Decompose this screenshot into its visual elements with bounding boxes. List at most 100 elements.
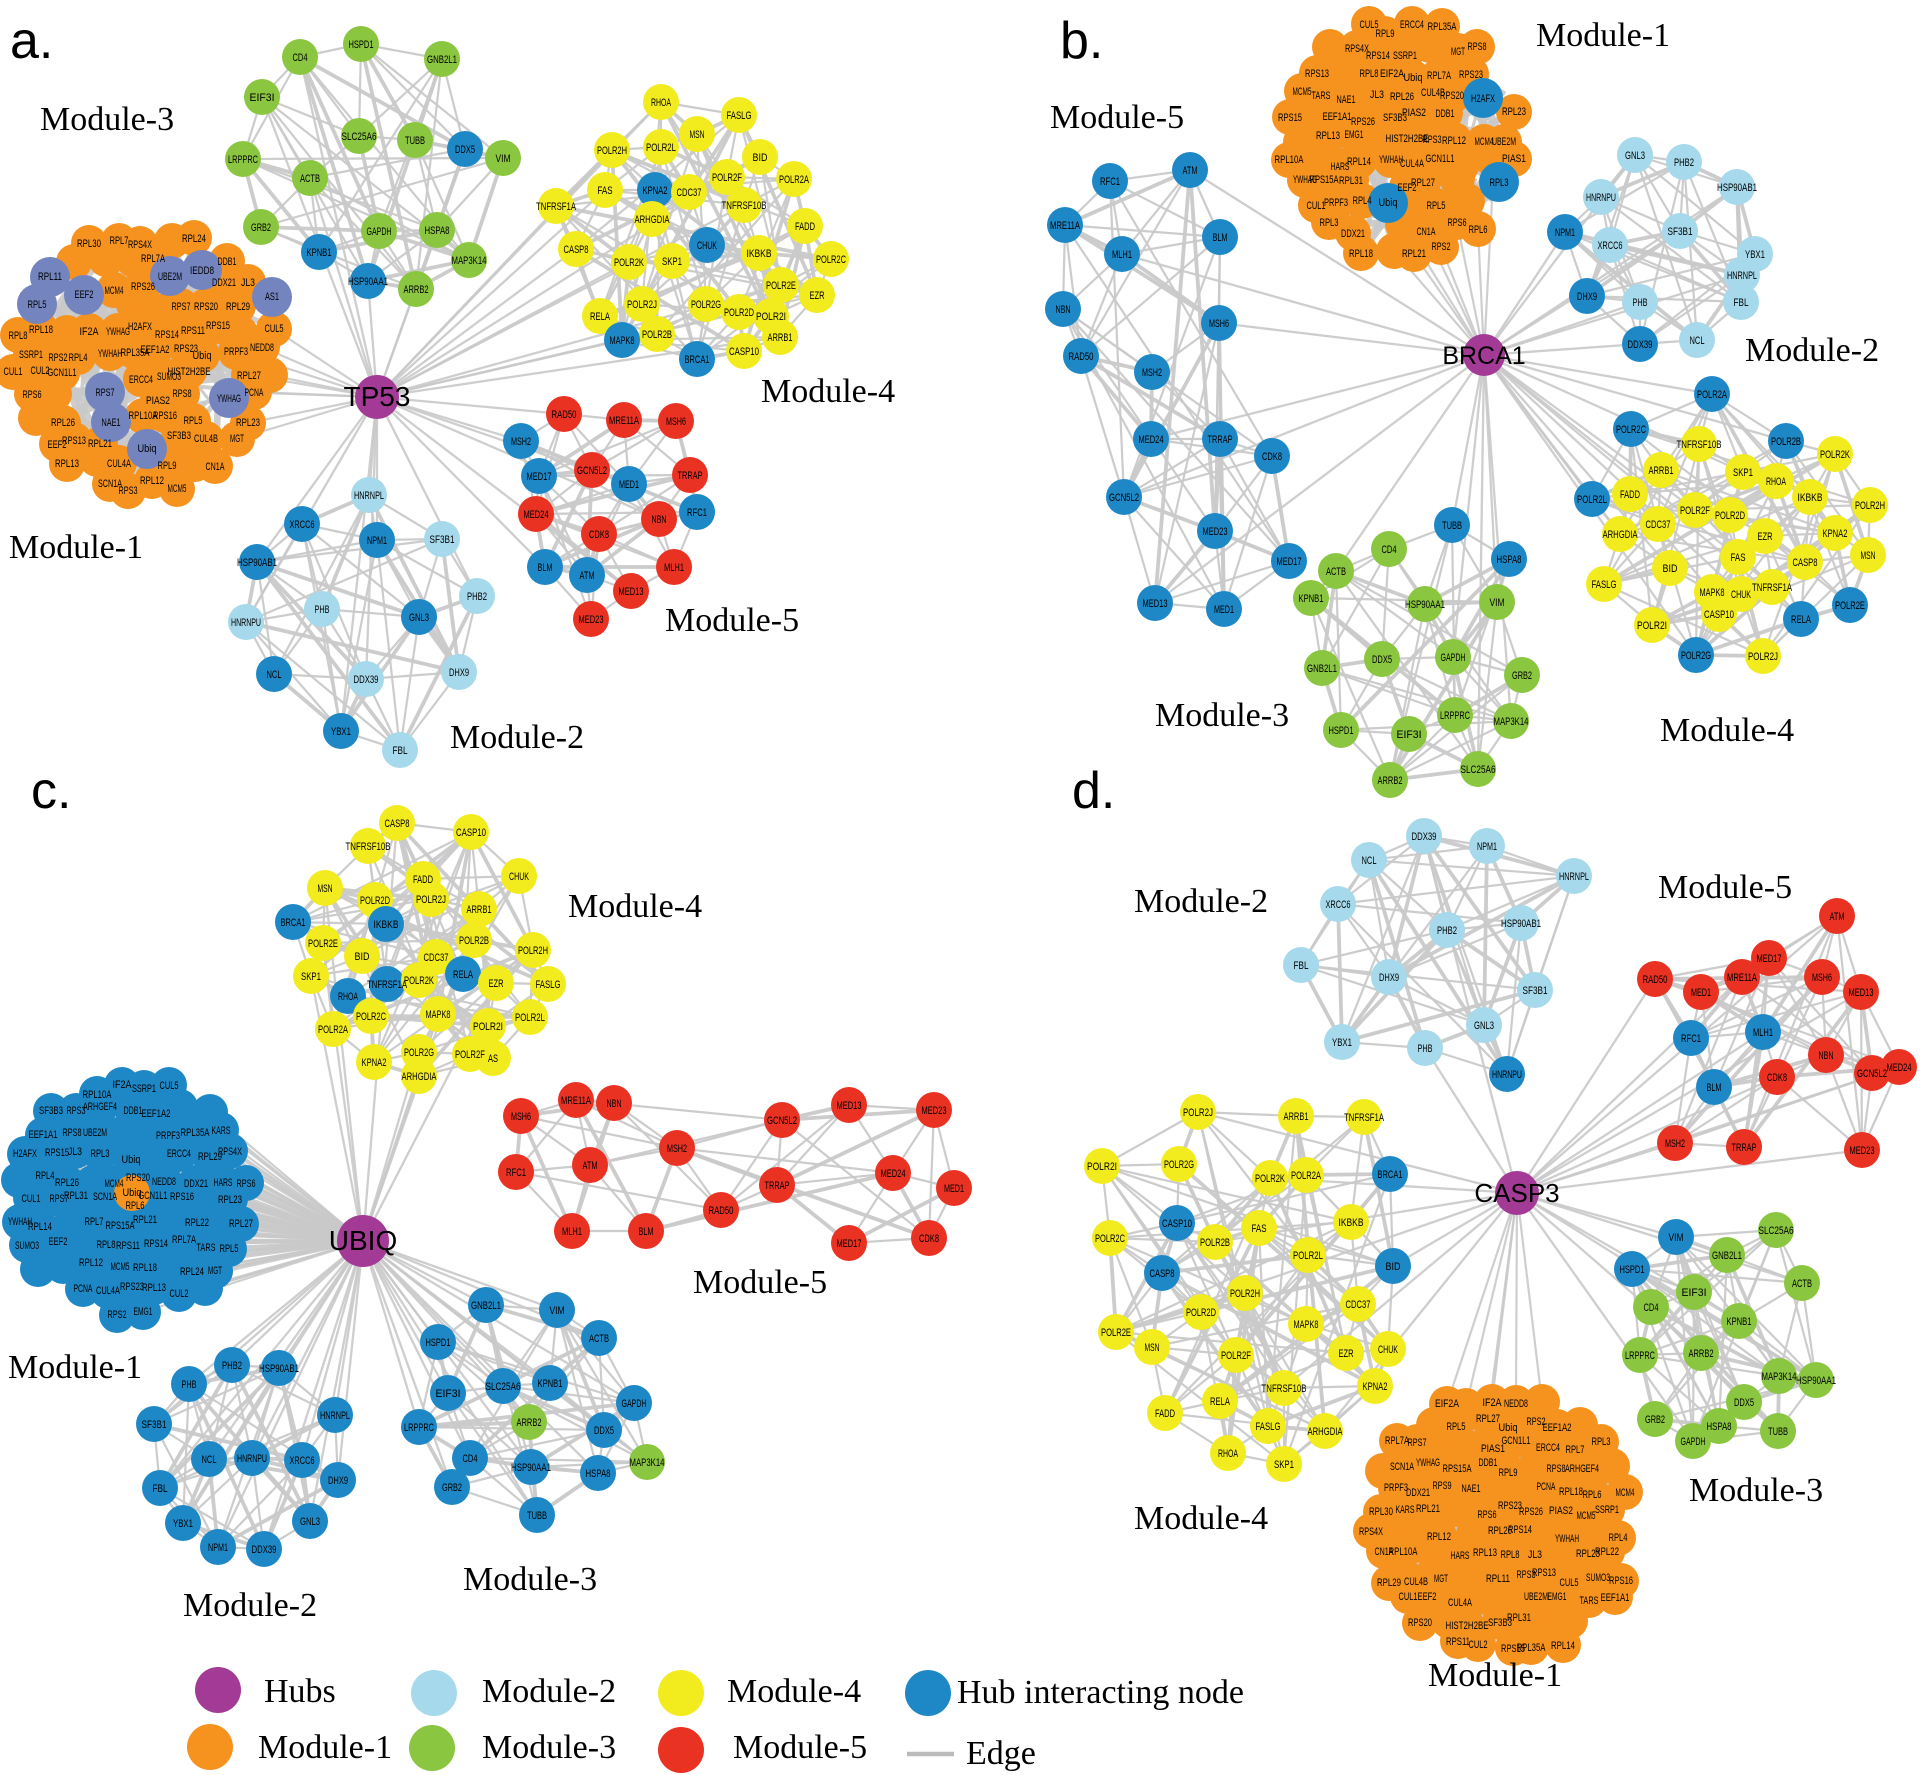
svg-text:SSRP1: SSRP1 [1595,1504,1619,1516]
svg-text:RPL7A: RPL7A [1385,1435,1410,1447]
svg-text:RPL13: RPL13 [1316,130,1340,142]
svg-text:EEF1A1: EEF1A1 [29,1129,58,1141]
svg-text:MGT: MGT [208,1265,222,1277]
svg-text:Module-2: Module-2 [183,1587,317,1624]
svg-text:MED24: MED24 [524,509,549,521]
svg-text:RPS20: RPS20 [126,1172,150,1184]
svg-text:MED23: MED23 [922,1105,947,1117]
svg-text:RPL24: RPL24 [180,1266,204,1278]
svg-text:Module-2: Module-2 [1134,883,1268,920]
svg-text:BRCA1: BRCA1 [1378,1169,1403,1181]
svg-text:YWHAH: YWHAH [1379,154,1403,166]
svg-text:TNFRSF1A: TNFRSF1A [367,979,407,991]
svg-text:POLR2K: POLR2K [614,257,644,269]
svg-text:RPL12: RPL12 [1442,135,1466,147]
svg-text:POLR2H: POLR2H [597,145,627,157]
svg-text:HARS: HARS [1331,161,1350,173]
svg-text:Module-1: Module-1 [1428,1657,1562,1694]
svg-text:MED17: MED17 [1277,556,1302,568]
svg-text:RPL6: RPL6 [1469,224,1488,236]
svg-text:TRRAP: TRRAP [1208,434,1233,446]
svg-text:MRE11A: MRE11A [561,1095,591,1107]
svg-text:MED13: MED13 [619,586,644,598]
svg-text:FBL: FBL [1734,297,1749,309]
svg-text:YBX1: YBX1 [173,1518,193,1530]
svg-text:TNFRSF1A: TNFRSF1A [536,201,576,213]
svg-text:KPNB1: KPNB1 [307,247,332,259]
svg-text:MED13: MED13 [837,1100,862,1112]
svg-text:GCN1L1: GCN1L1 [1426,153,1455,165]
svg-text:ARHGEF4: ARHGEF4 [1565,1463,1599,1475]
svg-text:DDX21: DDX21 [212,277,236,289]
svg-text:HSPD1: HSPD1 [1329,725,1354,737]
svg-text:TP53: TP53 [344,381,411,412]
svg-text:MSN: MSN [318,883,333,895]
svg-text:NCL: NCL [1690,335,1705,347]
svg-text:BID: BID [1386,1261,1401,1273]
svg-text:NBN: NBN [1819,1050,1834,1062]
svg-text:HSP90AA1: HSP90AA1 [511,1462,551,1474]
svg-text:CHUK: CHUK [509,871,529,883]
svg-text:MCM4: MCM4 [1475,136,1494,148]
svg-text:RPS15: RPS15 [1278,112,1302,124]
svg-text:RPS11: RPS11 [181,325,205,337]
svg-text:PHB: PHB [1418,1043,1433,1055]
svg-text:RPL13: RPL13 [142,1282,166,1294]
svg-text:PHB2: PHB2 [1437,925,1457,937]
svg-text:EZR: EZR [1758,531,1773,543]
svg-text:RPS3: RPS3 [67,1105,86,1117]
svg-text:FASLG: FASLG [536,979,561,991]
svg-text:BLM: BLM [639,1226,654,1238]
svg-text:NEDD8: NEDD8 [1504,1398,1528,1410]
svg-text:RFC1: RFC1 [1681,1033,1701,1045]
svg-text:POLR2C: POLR2C [816,254,846,266]
svg-text:POLR2I: POLR2I [756,311,786,323]
svg-text:UBE2M: UBE2M [158,271,182,283]
svg-text:IEDD8: IEDD8 [190,265,214,277]
svg-text:RPL3: RPL3 [1320,217,1339,229]
svg-text:SF3B1: SF3B1 [430,534,455,546]
svg-text:Module-5: Module-5 [1658,869,1792,906]
svg-text:RPS9: RPS9 [1433,1480,1452,1492]
svg-text:ATM: ATM [583,1160,598,1172]
svg-text:POLR2B: POLR2B [1771,436,1801,448]
svg-text:TNFRSF10B: TNFRSF10B [1677,439,1722,451]
svg-text:MSH2: MSH2 [667,1143,687,1155]
svg-text:Module-3: Module-3 [463,1561,597,1598]
svg-text:RPS16: RPS16 [1609,1575,1633,1587]
svg-text:RPL5: RPL5 [184,415,203,427]
svg-text:HIST2H2BE: HIST2H2BE [1386,133,1429,145]
svg-text:IF2A: IF2A [80,326,100,338]
svg-text:EEF1A2: EEF1A2 [1543,1422,1572,1434]
svg-text:MSN: MSN [690,129,705,141]
svg-text:POLR2J: POLR2J [1183,1107,1213,1119]
svg-text:RELA: RELA [1210,1396,1230,1408]
svg-text:FASLG: FASLG [1592,579,1617,591]
svg-text:XRCC6: XRCC6 [1598,240,1623,252]
svg-text:RPL35A: RPL35A [1428,21,1458,33]
svg-text:CDK8: CDK8 [1262,451,1282,463]
svg-text:GNL3: GNL3 [1625,150,1645,162]
svg-text:PHB2: PHB2 [222,1360,242,1372]
svg-text:FADD: FADD [1620,489,1640,501]
svg-text:RPS4X: RPS4X [218,1146,242,1158]
svg-text:Hubs: Hubs [264,1673,336,1710]
svg-text:MED1: MED1 [619,479,639,491]
svg-text:YWHAG: YWHAG [1416,1457,1440,1469]
svg-text:JL3: JL3 [1528,1549,1542,1561]
svg-text:IKBKB: IKBKB [374,919,399,931]
svg-text:d.: d. [1072,762,1115,820]
svg-text:SKP1: SKP1 [301,971,321,983]
svg-text:Module-1: Module-1 [9,529,143,566]
svg-text:MED1: MED1 [1214,604,1234,616]
svg-text:EEF1A2: EEF1A2 [141,344,170,356]
svg-text:EEF1A2: EEF1A2 [142,1108,171,1120]
svg-text:MSN: MSN [1861,550,1876,562]
svg-text:FADD: FADD [795,221,815,233]
svg-text:GAPDH: GAPDH [1441,652,1466,664]
svg-text:TNFRSF10B: TNFRSF10B [722,200,767,212]
svg-text:MSH2: MSH2 [1142,367,1162,379]
svg-text:PHB: PHB [315,604,330,616]
svg-text:RPS14: RPS14 [1508,1524,1532,1536]
svg-text:ACTB: ACTB [589,1333,609,1345]
